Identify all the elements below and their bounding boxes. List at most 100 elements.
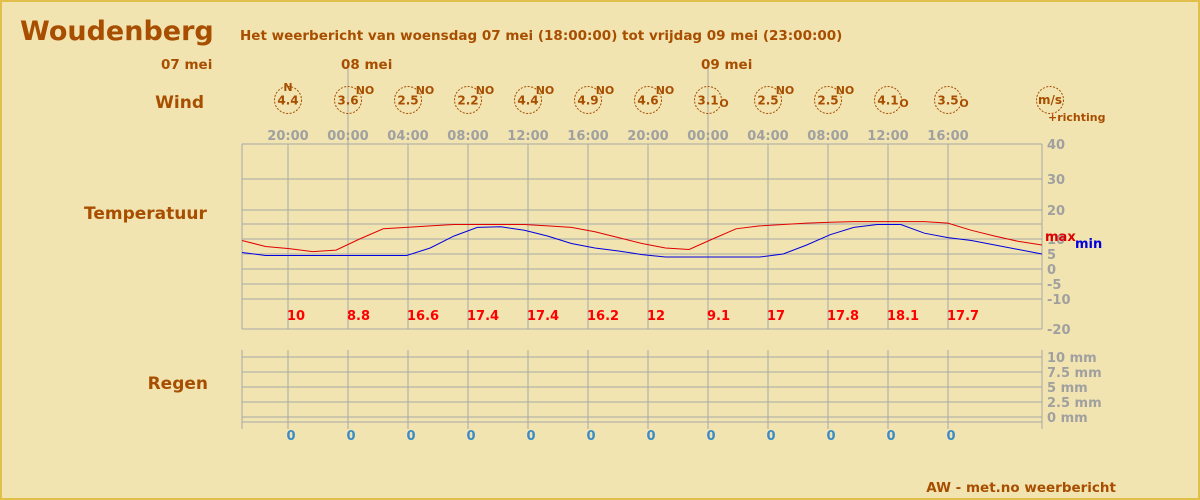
wind-direction: NO — [836, 84, 855, 97]
time-label: 16:00 — [567, 129, 608, 144]
wind-marker: 3.5 O — [934, 86, 969, 114]
rain-amount-label: 0 — [466, 429, 475, 444]
wind-circle — [874, 86, 902, 114]
max-temp-label: 12 — [647, 309, 665, 324]
rain-amount-label: 0 — [766, 429, 775, 444]
legend-min: min — [1075, 237, 1102, 252]
max-temp-label: 17 — [767, 309, 785, 324]
temp-tick-label: 30 — [1047, 173, 1065, 188]
rain-tick-label: 7.5 mm — [1047, 366, 1102, 381]
time-label: 08:00 — [807, 129, 848, 144]
max-temp-label: 9.1 — [707, 309, 730, 324]
wind-direction: NO — [776, 84, 795, 97]
time-label: 08:00 — [447, 129, 488, 144]
wind-direction: NO — [476, 84, 495, 97]
wind-direction: NO — [416, 84, 435, 97]
wind-speed: 3.5 — [937, 94, 958, 108]
rain-amount-label: 0 — [526, 429, 535, 444]
rain-amount-label: 0 — [826, 429, 835, 444]
temp-series-max — [241, 221, 1043, 253]
city-title: Woudenberg — [20, 16, 214, 47]
temp-tick-label: -20 — [1047, 323, 1071, 338]
wind-speed: 2.5 — [817, 94, 838, 108]
temp-tick-label: 0 — [1047, 263, 1056, 278]
wind-direction: O — [899, 97, 908, 110]
wind-marker: 2.5NO — [754, 84, 795, 114]
max-temp-label: 16.2 — [587, 309, 619, 324]
rain-amount-label: 0 — [346, 429, 355, 444]
rain-amount-label: 0 — [646, 429, 655, 444]
temperature-section-label: Temperatuur — [84, 204, 207, 224]
time-label: 00:00 — [327, 129, 368, 144]
rain-tick-label: 5 mm — [1047, 381, 1088, 396]
wind-marker: 3.1 O — [694, 86, 729, 114]
time-label: 16:00 — [927, 129, 968, 144]
rain-tick-label: 2.5 mm — [1047, 396, 1102, 411]
wind-marker: 4.4NO — [514, 84, 554, 114]
wind-marker: 2.5NO — [814, 84, 855, 114]
rain-amount-label: 0 — [406, 429, 415, 444]
date-label-3: 09 mei — [701, 57, 753, 73]
time-label: 04:00 — [747, 129, 788, 144]
max-temp-label: 17.4 — [467, 309, 499, 324]
rain-amount-label: 0 — [706, 429, 715, 444]
wind-marker: 3.6NO — [334, 84, 375, 114]
wind-speed: 2.5 — [397, 94, 418, 108]
wind-circle — [514, 86, 542, 114]
wind-circle — [274, 86, 302, 114]
max-temp-label: 17.4 — [527, 309, 559, 324]
temp-tick-label: -10 — [1047, 293, 1071, 308]
wind-marker: 2.2NO — [454, 84, 495, 114]
wind-marker: 4.1 O — [874, 86, 909, 114]
max-temp-label: 8.8 — [347, 309, 370, 324]
rain-tick-label: 0 mm — [1047, 411, 1088, 426]
wind-circle — [934, 86, 962, 114]
wind-speed: 4.4 — [517, 94, 538, 108]
wind-direction: NO — [596, 84, 615, 97]
date-label-1: 07 mei — [161, 57, 213, 73]
rain-chart: 10 mm7.5 mm5 mm2.5 mm0 mm 0 0 0 0 0 0 0 0 0 0 0 0 — [286, 351, 1101, 444]
wind-speed: 3.1 — [697, 94, 718, 108]
wind-direction: O — [719, 97, 728, 110]
rain-amount-label: 0 — [286, 429, 295, 444]
wind-direction: N — [283, 81, 292, 94]
wind-speed: 2.2 — [457, 94, 478, 108]
legend-max: max — [1045, 230, 1076, 245]
wind-speed: 3.6 — [337, 94, 358, 108]
rain-amount-label: 0 — [886, 429, 895, 444]
wind-direction: NO — [356, 84, 375, 97]
wind-speed: 4.4 — [277, 94, 298, 108]
wind-section-label: Wind — [155, 93, 204, 113]
wind-direction: NO — [656, 84, 675, 97]
wind-marker: 4.6NO — [634, 84, 675, 114]
max-temp-label: 17.7 — [947, 309, 979, 324]
temp-tick-label: 40 — [1047, 138, 1065, 153]
wind-marker: 4.9NO — [574, 84, 615, 114]
wind-speed: 4.6 — [637, 94, 658, 108]
time-axis: 20:00 00:00 04:00 08:00 12:00 16:00 20:00 00:00… — [267, 129, 968, 144]
max-temp-label: 10 — [287, 309, 305, 324]
wind-circle — [814, 86, 842, 114]
temp-tick-label: 20 — [1047, 204, 1065, 219]
max-temp-label: 17.8 — [827, 309, 859, 324]
rain-amount-label: 0 — [946, 429, 955, 444]
max-temp-label: 18.1 — [887, 309, 919, 324]
wind-circle — [634, 86, 662, 114]
wind-marker: 4.4N — [274, 81, 302, 114]
wind-speed: 4.1 — [877, 94, 898, 108]
temp-tick-label: -5 — [1047, 278, 1061, 293]
time-label: 12:00 — [867, 129, 908, 144]
time-label: 04:00 — [387, 129, 428, 144]
temp-tick-label: 5 — [1047, 248, 1056, 263]
wind-legend-circle — [1036, 86, 1064, 114]
date-label-2: 08 mei — [341, 57, 393, 73]
wind-circle — [754, 86, 782, 114]
time-label: 00:00 — [687, 129, 728, 144]
wind-circle — [694, 86, 722, 114]
temp-series-min — [241, 224, 1043, 258]
wind-direction: O — [959, 97, 968, 110]
rain-section-label: Regen — [147, 374, 208, 394]
